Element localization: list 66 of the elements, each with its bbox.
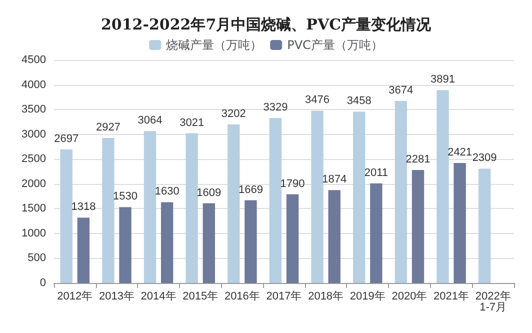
bar [60, 149, 72, 283]
x-tick-label: 2022年1-7月 [475, 290, 511, 314]
x-tick-label: 2016年 [224, 290, 260, 302]
y-tick-label: 4000 [22, 78, 46, 91]
bar [244, 200, 257, 283]
data-label: 3891 [430, 74, 455, 86]
bar [77, 218, 90, 283]
x-tick-label: 2017年 [266, 290, 302, 302]
x-tick-label: 2020年 [392, 290, 428, 302]
chart-title: 2012-2022年7月中国烧碱、PVC产量变化情况 [100, 16, 432, 34]
data-label: 2421 [448, 146, 472, 159]
bar [186, 133, 198, 283]
bar [269, 118, 282, 283]
bar [436, 90, 449, 283]
bar [160, 202, 174, 283]
bar [119, 207, 132, 283]
x-tick-label: 2015年 [182, 290, 218, 302]
y-tick-label: 0 [40, 277, 46, 289]
data-label: 3329 [263, 102, 288, 114]
x-tick-label: 2014年 [140, 290, 176, 302]
bar [370, 183, 382, 283]
x-tick-label: 2012年 [57, 290, 93, 302]
y-tick-label: 3500 [22, 104, 46, 116]
y-tick-label: 500 [28, 252, 46, 264]
bar [311, 110, 324, 283]
y-tick-label: 1500 [22, 202, 46, 215]
legend-label: 烧碱产量（万吨） [166, 38, 262, 52]
y-tick-label: 4500 [22, 54, 46, 66]
y-tick-label: 2500 [22, 153, 46, 166]
data-label: 2697 [54, 132, 79, 145]
bar [353, 112, 366, 283]
legend-label: PVC产量（万吨） [287, 38, 383, 52]
data-label: 1874 [322, 174, 347, 186]
y-tick-label: 3000 [22, 128, 46, 140]
bar [102, 138, 114, 283]
data-label: 3458 [346, 95, 372, 108]
data-label: 3476 [305, 94, 330, 106]
data-label: 1790 [280, 178, 305, 190]
data-label: 1609 [196, 186, 222, 199]
data-label: 2281 [406, 153, 430, 166]
bar [144, 131, 156, 283]
bar [328, 190, 340, 283]
data-label: 3202 [221, 108, 246, 120]
data-label: 2011 [364, 166, 388, 179]
bar [412, 170, 424, 283]
data-label: 3021 [180, 116, 204, 129]
data-label: 1630 [154, 186, 180, 198]
x-tick-label: 2019年 [350, 290, 386, 302]
bar [454, 163, 466, 283]
bar [202, 203, 215, 283]
bar [286, 194, 299, 283]
data-label: 2309 [472, 152, 497, 164]
bar [394, 100, 408, 283]
y-tick-label: 2000 [22, 178, 46, 190]
y-tick-label: 1000 [22, 227, 46, 240]
data-label: 1669 [238, 184, 263, 196]
x-tick-label: 2018年 [308, 290, 344, 302]
data-label: 1318 [71, 201, 96, 214]
x-tick-label: 2021年 [434, 290, 470, 302]
x-tick-label: 2013年 [98, 290, 134, 302]
bar [228, 124, 240, 283]
data-label: 3064 [138, 114, 162, 127]
data-label: 3674 [388, 84, 414, 96]
data-label: 2927 [96, 121, 120, 134]
data-label: 1530 [113, 190, 138, 203]
bar [478, 168, 491, 283]
